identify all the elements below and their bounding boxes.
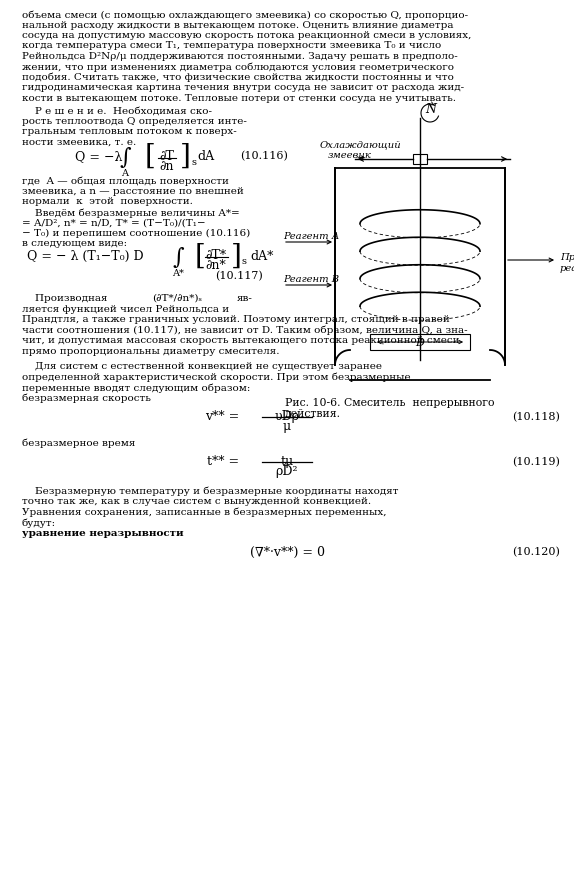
- Text: dA*: dA*: [250, 250, 273, 263]
- Text: ∂T: ∂T: [160, 149, 174, 162]
- Text: яв-: яв-: [237, 294, 253, 303]
- Text: (10.120): (10.120): [512, 546, 560, 557]
- Text: = A/D², n* = n/D, T* = (T−T₀)/(T₁−: = A/D², n* = n/D, T* = (T−T₀)/(T₁−: [22, 218, 205, 228]
- Text: Q = −λ: Q = −λ: [75, 150, 122, 163]
- Text: tμ: tμ: [281, 455, 293, 468]
- Text: Введём безразмерные величины A*=: Введём безразмерные величины A*=: [22, 208, 240, 217]
- Text: когда температура смеси T₁, температура поверхности змеевика T₀ и число: когда температура смеси T₁, температура …: [22, 42, 441, 51]
- Text: чит, и допустимая массовая скорость вытекающего потока реакционной смеси: чит, и допустимая массовая скорость выте…: [22, 336, 460, 345]
- Text: Охлаждающий: Охлаждающий: [320, 140, 402, 149]
- Text: (10.117): (10.117): [215, 271, 263, 281]
- Text: Р е ш е н и е.  Необходимая ско-: Р е ш е н и е. Необходимая ско-: [22, 107, 212, 115]
- Text: кости в вытекающем потоке. Тепловые потери от стенки сосуда не учитывать.: кости в вытекающем потоке. Тепловые поте…: [22, 94, 456, 103]
- Text: нормали  к  этой  поверхности.: нормали к этой поверхности.: [22, 197, 193, 207]
- Text: определенной характеристической скорости. При этом безразмерные: определенной характеристической скорости…: [22, 373, 410, 382]
- Text: A*: A*: [172, 269, 184, 278]
- Text: ρD²: ρD²: [276, 465, 298, 478]
- Text: в следующем виде:: в следующем виде:: [22, 239, 127, 249]
- Text: Прандтля, а также граничных условий. Поэтому интеграл, стоящий в правой: Прандтля, а также граничных условий. Поэ…: [22, 315, 450, 324]
- Text: ∫: ∫: [119, 148, 131, 169]
- Text: безразмерная скорость: безразмерная скорость: [22, 394, 151, 403]
- Text: μ: μ: [283, 420, 291, 433]
- Text: Для систем с естественной конвекцией не существует заранее: Для систем с естественной конвекцией не …: [22, 362, 382, 371]
- Text: ∫: ∫: [172, 247, 184, 269]
- Text: N: N: [425, 103, 436, 116]
- Text: жении, что при изменениях диаметра соблюдаются условия геометрического: жении, что при изменениях диаметра соблю…: [22, 63, 454, 72]
- Text: ∂n*: ∂n*: [205, 259, 226, 272]
- Text: (∇*·v**) = 0: (∇*·v**) = 0: [250, 546, 324, 559]
- Text: Уравнения сохранения, записанные в безразмерных переменных,: Уравнения сохранения, записанные в безра…: [22, 508, 386, 518]
- Text: реакции: реакции: [560, 264, 574, 273]
- Text: t** =: t** =: [207, 456, 239, 469]
- Text: прямо пропорциональны диаметру смесителя.: прямо пропорциональны диаметру смесителя…: [22, 347, 280, 355]
- Text: (10.116): (10.116): [240, 151, 288, 162]
- Text: Безразмерную температуру и безразмерные координаты находят: Безразмерную температуру и безразмерные …: [22, 487, 398, 497]
- Text: Реагент А: Реагент А: [283, 232, 339, 241]
- Bar: [370, 334, 470, 350]
- Text: D: D: [416, 338, 424, 348]
- Bar: [413, 154, 427, 164]
- Text: [: [: [145, 143, 156, 170]
- Text: будут:: будут:: [22, 519, 56, 528]
- Text: s: s: [191, 158, 196, 167]
- Text: [: [: [195, 243, 205, 270]
- Text: рость теплоотвода Q определяется инте-: рость теплоотвода Q определяется инте-: [22, 117, 247, 126]
- Text: подобия. Считать также, что физические свойства жидкости постоянны и что: подобия. Считать также, что физические с…: [22, 73, 454, 83]
- Text: действия.: действия.: [285, 409, 341, 418]
- Text: Рейнольдса D²Nρ/μ поддерживаются постоянными. Задачу решать в предполо-: Рейнольдса D²Nρ/μ поддерживаются постоян…: [22, 52, 457, 61]
- Text: ляется функцией чисел Рейнольдса и: ляется функцией чисел Рейнольдса и: [22, 305, 229, 313]
- Text: переменные вводят следующим образом:: переменные вводят следующим образом:: [22, 383, 250, 393]
- Text: Реагент В: Реагент В: [283, 275, 339, 284]
- Text: ∂n: ∂n: [160, 160, 174, 173]
- Text: Q = − λ (T₁−T₀) D: Q = − λ (T₁−T₀) D: [27, 250, 144, 263]
- Text: гидродинамическая картина течения внутри сосуда не зависит от расхода жид-: гидродинамическая картина течения внутри…: [22, 84, 464, 93]
- Text: где  A — общая площадь поверхности: где A — общая площадь поверхности: [22, 176, 229, 186]
- Text: объема смеси (с помощью охлаждающего змеевика) со скоростью Q, пропорцио-: объема смеси (с помощью охлаждающего зме…: [22, 10, 468, 19]
- Text: змеевика, а n — расстояние по внешней: змеевика, а n — расстояние по внешней: [22, 187, 244, 196]
- Text: A: A: [122, 169, 129, 178]
- Text: сосуда на допустимую массовую скорость потока реакционной смеси в условиях,: сосуда на допустимую массовую скорость п…: [22, 31, 471, 40]
- Text: − T₀) и перепишем соотношение (10.116): − T₀) и перепишем соотношение (10.116): [22, 229, 250, 238]
- Text: ]: ]: [231, 243, 242, 270]
- Text: гральным тепловым потоком к поверх-: гральным тепловым потоком к поверх-: [22, 127, 236, 136]
- Text: ∂T*: ∂T*: [205, 249, 227, 262]
- Text: змеевик: змеевик: [328, 151, 372, 160]
- Text: dA: dA: [197, 150, 214, 163]
- Text: υDρ: υDρ: [274, 409, 300, 423]
- Text: точно так же, как в случае систем с вынужденной конвекцией.: точно так же, как в случае систем с выну…: [22, 498, 371, 506]
- Text: ности змеевика, т. е.: ности змеевика, т. е.: [22, 138, 136, 147]
- Text: нальной расходу жидкости в вытекающем потоке. Оценить влияние диаметра: нальной расходу жидкости в вытекающем по…: [22, 20, 453, 30]
- Text: ]: ]: [180, 143, 191, 170]
- Text: (10.119): (10.119): [512, 457, 560, 467]
- Text: безразмерное время: безразмерное время: [22, 439, 135, 449]
- Text: s: s: [242, 258, 247, 266]
- Text: Рис. 10-6. Смеситель  непрерывного: Рис. 10-6. Смеситель непрерывного: [285, 398, 494, 408]
- Text: уравнение неразрывности: уравнение неразрывности: [22, 529, 184, 538]
- Text: v** =: v** =: [205, 410, 239, 423]
- Text: части соотношения (10.117), не зависит от D. Таким образом, величина Q, а зна-: части соотношения (10.117), не зависит о…: [22, 326, 468, 335]
- Text: (10.118): (10.118): [512, 412, 560, 422]
- Text: Продукт: Продукт: [560, 253, 574, 262]
- Text: Производная: Производная: [22, 294, 107, 303]
- Text: (∂T*/∂n*)ₛ: (∂T*/∂n*)ₛ: [152, 294, 202, 303]
